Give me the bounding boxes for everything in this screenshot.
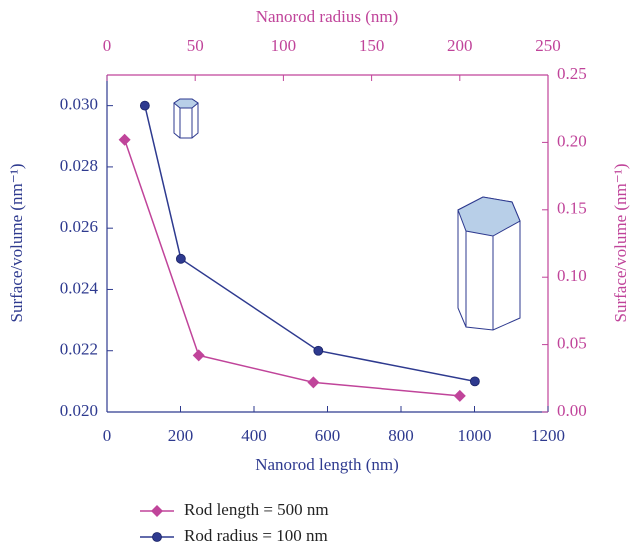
y2-axis-title: Surface/volume (nm⁻¹)	[611, 164, 630, 323]
x2-tick-label: 200	[447, 36, 473, 55]
legend-label: Rod length = 500 nm	[184, 500, 329, 519]
x-tick-label: 1200	[531, 426, 565, 445]
x-tick-label: 1000	[458, 426, 492, 445]
y2-tick-label: 0.05	[557, 334, 587, 353]
x2-tick-label: 0	[103, 36, 112, 55]
data-point	[175, 253, 186, 264]
data-point	[469, 376, 480, 387]
long-rod-icon	[457, 196, 521, 331]
x-tick-label: 200	[168, 426, 194, 445]
y-tick-label: 0.028	[60, 156, 98, 175]
legend-marker	[151, 505, 163, 517]
legend-label: Rod radius = 100 nm	[184, 526, 328, 545]
data-point	[139, 100, 150, 111]
data-point	[313, 345, 324, 356]
y2-tick-label: 0.25	[557, 64, 587, 83]
y-tick-label: 0.030	[60, 95, 98, 114]
y-axis-title: Surface/volume (nm⁻¹)	[7, 164, 26, 323]
y2-tick-label: 0.15	[557, 199, 587, 218]
data-point	[118, 133, 131, 146]
x2-tick-label: 150	[359, 36, 385, 55]
x-axis-title: Nanorod length (nm)	[255, 455, 399, 474]
x-tick-label: 600	[315, 426, 341, 445]
data-point	[192, 349, 205, 362]
data-point	[453, 389, 466, 402]
series-line	[144, 105, 476, 383]
y-tick-label: 0.026	[60, 217, 98, 236]
x2-tick-label: 250	[535, 36, 561, 55]
y-tick-label: 0.024	[60, 278, 99, 297]
x2-axis-title: Nanorod radius (nm)	[256, 7, 399, 26]
y2-tick-label: 0.10	[557, 266, 587, 285]
x2-tick-label: 100	[271, 36, 297, 55]
data-point	[307, 376, 320, 389]
y-tick-label: 0.020	[60, 401, 98, 420]
x2-tick-label: 50	[187, 36, 204, 55]
y2-tick-label: 0.20	[557, 131, 587, 150]
series-line	[123, 139, 460, 397]
short-rod-icon	[173, 98, 199, 139]
y-tick-label: 0.022	[60, 340, 98, 359]
x-tick-label: 800	[388, 426, 414, 445]
legend-marker	[152, 532, 162, 542]
x-tick-label: 400	[241, 426, 267, 445]
x-tick-label: 0	[103, 426, 112, 445]
y2-tick-label: 0.00	[557, 401, 587, 420]
